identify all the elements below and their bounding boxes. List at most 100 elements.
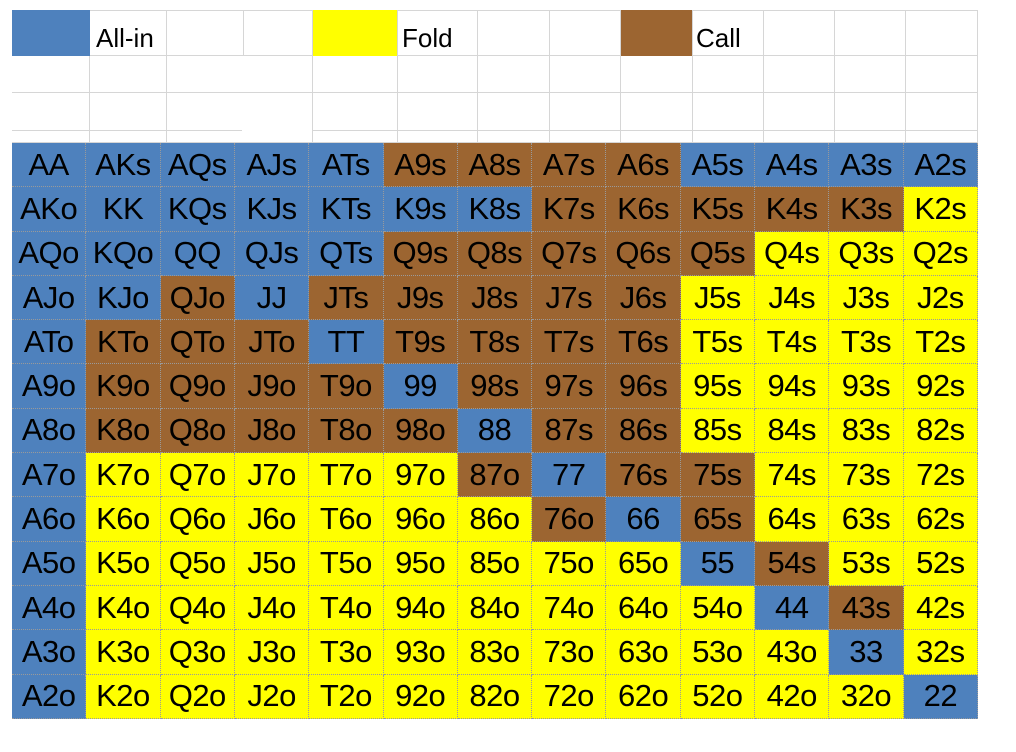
hand-cell-Q2s: Q2s (903, 231, 978, 276)
hand-cell-T6o: T6o (309, 497, 384, 542)
hand-cell-53o: 53o (680, 630, 756, 675)
allin-swatch (12, 10, 90, 56)
hand-cell-QJo: QJo (160, 275, 235, 321)
hand-cell-98o: 98o (383, 408, 458, 454)
hand-cell-J7o: J7o (234, 453, 310, 498)
hand-cell-T5o: T5o (309, 541, 384, 586)
hand-cell-65s: 65s (680, 497, 756, 542)
hand-cell-87o: 87o (457, 453, 533, 498)
hand-cell-Q6o: Q6o (160, 497, 235, 542)
hand-cell-KJo: KJo (86, 275, 161, 321)
hand-cell-J5o: J5o (234, 541, 310, 586)
hand-cell-Q3o: Q3o (160, 630, 235, 675)
hand-cell-A7o: A7o (12, 453, 87, 498)
hand-cell-98s: 98s (457, 364, 533, 409)
hand-cell-T2s: T2s (903, 320, 978, 365)
hand-cell-64s: 64s (755, 497, 830, 542)
hand-cell-J2s: J2s (903, 275, 978, 321)
hand-cell-AQs: AQs (160, 143, 235, 188)
hand-cell-54s: 54s (755, 541, 830, 586)
hand-cell-64o: 64o (606, 585, 681, 631)
hand-cell-94o: 94o (383, 585, 458, 631)
hand-cell-T9o: T9o (309, 364, 384, 409)
hand-cell-T4s: T4s (755, 320, 830, 365)
hand-cell-A3o: A3o (12, 630, 87, 675)
hand-cell-K7o: K7o (86, 453, 161, 498)
hand-cell-T2o: T2o (309, 674, 384, 719)
range-chart-sheet: All-in Fold Call AA AKs AQs AJs ATs A9s A8s A7s… (12, 10, 978, 719)
hand-cell-32s: 32s (903, 630, 978, 675)
hand-cell-AJo: AJo (12, 275, 87, 321)
hand-cell-K8o: K8o (86, 408, 161, 454)
hand-cell-T6s: T6s (606, 320, 681, 365)
hand-cell-43s: 43s (829, 585, 904, 631)
hand-cell-KJs: KJs (234, 187, 310, 232)
hand-cell-K9o: K9o (86, 364, 161, 409)
hand-cell-82s: 82s (903, 408, 978, 454)
hand-cell-J4s: J4s (755, 275, 830, 321)
allin-legend-label: All-in (96, 23, 154, 53)
hand-cell-43o: 43o (755, 630, 830, 675)
hand-cell-62s: 62s (903, 497, 978, 542)
hand-cell-65o: 65o (606, 541, 681, 586)
hand-cell-J4o: J4o (234, 585, 310, 631)
hand-cell-T9s: T9s (383, 320, 458, 365)
hand-cell-32o: 32o (829, 674, 904, 719)
fold-legend-label: Fold (402, 23, 453, 53)
hand-cell-K3o: K3o (86, 630, 161, 675)
hand-cell-JTs: JTs (309, 275, 384, 321)
hand-cell-J8o: J8o (234, 408, 310, 454)
hand-cell-J7s: J7s (532, 275, 607, 321)
hand-cell-J6s: J6s (606, 275, 681, 321)
hand-cell-J3o: J3o (234, 630, 310, 675)
hand-cell-J9o: J9o (234, 364, 310, 409)
hand-cell-95s: 95s (680, 364, 756, 409)
hand-cell-T5s: T5s (680, 320, 756, 365)
hand-cell-85s: 85s (680, 408, 756, 454)
hand-cell-88: 88 (457, 408, 533, 454)
hand-cell-Q4o: Q4o (160, 585, 235, 631)
hand-cell-93s: 93s (829, 364, 904, 409)
hand-cell-QTs: QTs (309, 231, 384, 276)
hand-cell-T7o: T7o (309, 453, 384, 498)
hand-cell-A6s: A6s (606, 143, 681, 188)
hand-cell-K9s: K9s (383, 187, 458, 232)
call-swatch (621, 10, 692, 56)
hand-cell-JJ: JJ (234, 275, 310, 321)
hand-cell-74o: 74o (532, 585, 607, 631)
hand-cell-T8s: T8s (457, 320, 533, 365)
hand-cell-76o: 76o (532, 497, 607, 542)
hand-cell-92s: 92s (903, 364, 978, 409)
hand-cell-K2o: K2o (86, 674, 161, 719)
hand-cell-T7s: T7s (532, 320, 607, 365)
hand-cell-74s: 74s (755, 453, 830, 498)
hand-cell-77: 77 (532, 453, 607, 498)
hand-cell-KQs: KQs (160, 187, 235, 232)
hand-cell-54o: 54o (680, 585, 756, 631)
hand-cell-KTs: KTs (309, 187, 384, 232)
hand-cell-96o: 96o (383, 497, 458, 542)
hand-cell-K5s: K5s (680, 187, 756, 232)
hand-cell-Q2o: Q2o (160, 674, 235, 719)
hand-range-matrix: AA AKs AQs AJs ATs A9s A8s A7s A6s A5s A4s A3s A2s AK… (12, 142, 978, 719)
hand-cell-A4o: A4o (12, 585, 87, 631)
hand-cell-K7s: K7s (532, 187, 607, 232)
hand-cell-A7s: A7s (532, 143, 607, 188)
hand-cell-76s: 76s (606, 453, 681, 498)
hand-cell-Q9s: Q9s (383, 231, 458, 276)
hand-cell-73o: 73o (532, 630, 607, 675)
call-legend-label: Call (696, 23, 741, 53)
hand-cell-ATs: ATs (309, 143, 384, 188)
hand-cell-A5o: A5o (12, 541, 87, 586)
hand-cell-J5s: J5s (680, 275, 756, 321)
hand-cell-A8s: A8s (457, 143, 533, 188)
hand-cell-33: 33 (829, 630, 904, 675)
hand-cell-T4o: T4o (309, 585, 384, 631)
hand-cell-62o: 62o (606, 674, 681, 719)
hand-cell-72s: 72s (903, 453, 978, 498)
hand-cell-AA: AA (12, 143, 87, 188)
hand-cell-66: 66 (606, 497, 681, 542)
hand-cell-J8s: J8s (457, 275, 533, 321)
hand-cell-Q4s: Q4s (755, 231, 830, 276)
hand-cell-QQ: QQ (160, 231, 235, 276)
